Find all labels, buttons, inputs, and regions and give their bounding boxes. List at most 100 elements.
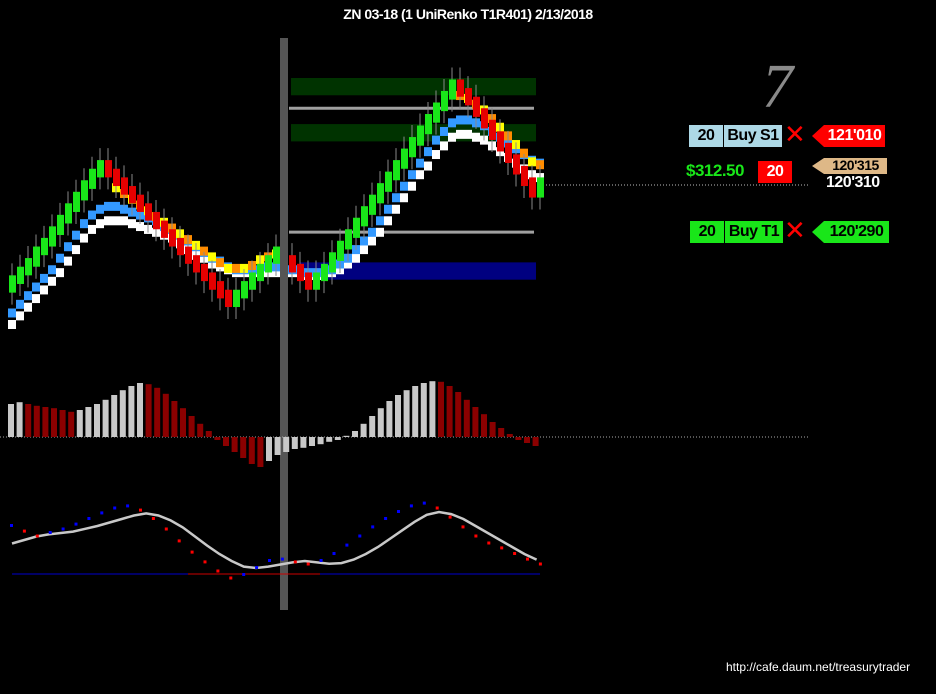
cancel-target-icon[interactable]: ✕ <box>784 216 806 246</box>
osc-dot-41 <box>538 562 542 566</box>
ma-blue-12 <box>104 201 112 211</box>
macd-bar-60 <box>524 437 530 443</box>
macd-bar-10 <box>94 404 100 437</box>
osc-dot-19 <box>255 566 259 569</box>
osc-dot-17 <box>229 576 233 580</box>
ma-blue-49 <box>400 181 408 191</box>
ma-white-15 <box>128 219 136 229</box>
position-qty[interactable]: 20 <box>758 161 792 183</box>
ma-blue-57 <box>464 115 472 125</box>
zone-0 <box>291 78 536 96</box>
macd-bar-8 <box>76 410 83 437</box>
osc-dot-39 <box>513 552 517 555</box>
ma-white-52 <box>424 161 432 171</box>
macd-bar-28 <box>248 437 255 464</box>
macd-bar-56 <box>489 422 496 437</box>
macd-bar-38 <box>334 437 341 440</box>
renko-bar-18 <box>153 211 160 230</box>
renko-bar-37 <box>305 272 312 290</box>
ma-blue-55 <box>448 118 456 128</box>
osc-dot-37 <box>487 541 491 545</box>
position-entry-price[interactable]: 120'315 <box>812 158 887 174</box>
current-price-label: 120'310 <box>826 174 880 191</box>
ma-fast-64 <box>520 148 528 158</box>
ma-white-12 <box>104 216 112 226</box>
stop-order-price[interactable]: 121'010 <box>812 125 885 147</box>
macd-bar-11 <box>102 399 109 437</box>
osc-dot-4 <box>61 527 65 531</box>
osc-dot-21 <box>280 557 284 561</box>
macd-bar-26 <box>231 437 238 452</box>
renko-bar-16 <box>137 194 144 212</box>
macd-bar-6 <box>59 410 66 437</box>
renko-bar-32 <box>265 255 272 273</box>
macd-bar-23 <box>205 431 212 437</box>
stop-order-qty[interactable]: 20 <box>689 125 723 147</box>
macd-bar-55 <box>481 414 487 437</box>
macd-bar-43 <box>377 408 384 437</box>
renko-bar-14 <box>121 177 128 195</box>
renko-bar-23 <box>193 255 200 273</box>
osc-dot-5 <box>74 522 78 526</box>
renko-bar-29 <box>241 281 248 299</box>
osc-dot-32 <box>422 501 426 505</box>
ma-blue-2 <box>24 291 32 301</box>
osc-dot-18 <box>242 573 246 576</box>
renko-bar-36 <box>297 263 304 282</box>
renko-bar-65 <box>529 177 536 198</box>
stop-order-label[interactable]: Buy S1 <box>724 125 782 147</box>
renko-bar-28 <box>233 289 240 308</box>
ma-fast-24 <box>200 246 208 256</box>
osc-dot-15 <box>203 560 207 564</box>
ma-white-48 <box>392 204 400 214</box>
ma-white-9 <box>80 233 88 243</box>
ma-blue-9 <box>80 219 88 229</box>
ma-fast-27 <box>224 263 232 273</box>
target-order-price[interactable]: 120'290 <box>812 221 889 243</box>
renko-bar-60 <box>489 119 496 140</box>
ma-blue-5 <box>48 265 56 275</box>
macd-bar-16 <box>145 384 152 437</box>
ma-blue-13 <box>112 201 120 211</box>
macd-bar-48 <box>420 383 427 437</box>
cancel-stop-icon[interactable]: ✕ <box>784 120 806 150</box>
osc-dot-9 <box>126 504 130 508</box>
target-order-qty[interactable]: 20 <box>690 221 724 243</box>
ma-blue-51 <box>416 158 424 168</box>
macd-bar-40 <box>352 431 358 437</box>
macd-bar-9 <box>85 407 92 437</box>
macd-bar-41 <box>360 423 367 437</box>
osc-dot-38 <box>500 546 504 550</box>
target-order-label[interactable]: Buy T1 <box>725 221 783 243</box>
renko-bar-48 <box>393 160 400 181</box>
macd-bar-0 <box>8 404 14 437</box>
osc-dot-31 <box>409 504 413 508</box>
macd-bar-33 <box>291 437 298 449</box>
ma-white-16 <box>136 222 144 232</box>
osc-dot-1 <box>22 529 26 533</box>
osc-dot-33 <box>435 506 439 510</box>
osc-dot-12 <box>164 527 168 531</box>
ma-white-42 <box>344 259 352 269</box>
renko-bar-8 <box>73 191 80 212</box>
renko-bar-21 <box>177 237 184 256</box>
renko-bar-20 <box>169 229 176 247</box>
ma-blue-7 <box>64 242 72 252</box>
osc-dot-26 <box>345 543 349 547</box>
osc-dot-10 <box>139 508 142 512</box>
renko-bar-42 <box>345 229 352 250</box>
macd-bar-47 <box>412 386 419 437</box>
renko-bar-19 <box>161 220 168 238</box>
ma-blue-1 <box>16 299 24 309</box>
ma-blue-56 <box>456 115 464 125</box>
renko-bar-0 <box>9 275 16 293</box>
renko-bar-66 <box>537 177 544 198</box>
renko-bar-38 <box>313 272 320 290</box>
renko-bar-46 <box>377 183 384 204</box>
ma-white-57 <box>464 129 472 139</box>
macd-bar-59 <box>515 437 522 440</box>
renko-bar-9 <box>81 180 88 201</box>
drawing-number-annotation: 7 <box>762 53 793 121</box>
ma-white-55 <box>448 132 456 142</box>
osc-dot-35 <box>461 525 465 529</box>
